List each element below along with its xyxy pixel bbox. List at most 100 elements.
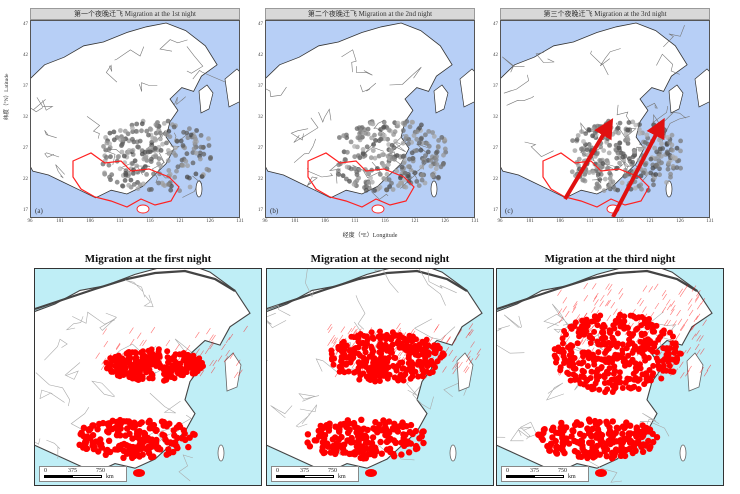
migration-cell bbox=[658, 375, 665, 382]
density-dot bbox=[190, 160, 196, 166]
density-dot bbox=[669, 132, 675, 138]
density-dot bbox=[192, 139, 198, 145]
migration-cell bbox=[185, 443, 192, 451]
y-tick-label: 42 bbox=[493, 53, 498, 58]
density-dot bbox=[174, 138, 180, 144]
province-boundary bbox=[44, 338, 68, 361]
migration-cell bbox=[403, 367, 410, 374]
dispersal-trace bbox=[176, 368, 181, 376]
density-dot bbox=[401, 160, 407, 166]
migration-cell bbox=[625, 384, 632, 391]
density-dot bbox=[580, 177, 586, 183]
province-boundary bbox=[341, 49, 357, 73]
dispersal-trace bbox=[573, 301, 578, 308]
dispersal-trace bbox=[695, 349, 701, 356]
density-dot bbox=[654, 162, 659, 168]
migration-cell bbox=[176, 423, 184, 430]
density-dot bbox=[419, 177, 425, 183]
land-korea bbox=[456, 352, 474, 392]
dispersal-trace bbox=[696, 290, 701, 297]
migration-cell bbox=[639, 314, 645, 320]
density-dot bbox=[120, 137, 126, 143]
dispersal-trace bbox=[396, 323, 401, 330]
density-dot bbox=[406, 141, 411, 147]
migration-cell bbox=[604, 386, 611, 393]
migration-cell bbox=[581, 368, 587, 375]
density-dot bbox=[625, 141, 631, 146]
density-dot bbox=[417, 140, 422, 146]
migration-cell bbox=[422, 360, 429, 367]
bottom-map-panel-3: Migration at the third night 0 375 750 km bbox=[496, 252, 724, 486]
density-dot bbox=[158, 148, 164, 153]
density-dot bbox=[391, 145, 397, 151]
dispersal-trace bbox=[633, 324, 639, 331]
y-tick-label: 22 bbox=[493, 177, 498, 182]
density-dot bbox=[416, 183, 422, 189]
migration-cell bbox=[117, 420, 125, 428]
dispersal-trace bbox=[558, 316, 564, 324]
migration-cell bbox=[191, 356, 198, 363]
density-dot bbox=[441, 152, 446, 158]
density-dot bbox=[342, 157, 348, 162]
province-boundary bbox=[64, 362, 81, 380]
migration-cell bbox=[320, 449, 327, 457]
province-boundary bbox=[293, 138, 316, 163]
density-dot bbox=[394, 168, 400, 174]
migration-cell bbox=[626, 336, 633, 343]
migration-cell bbox=[368, 444, 376, 451]
dispersal-trace bbox=[100, 363, 106, 371]
migration-cell bbox=[117, 425, 124, 432]
migration-cell bbox=[357, 352, 363, 359]
land-korea bbox=[668, 84, 684, 114]
x-tick-label: 96 bbox=[27, 219, 33, 224]
density-dot bbox=[368, 175, 373, 181]
x-tick-label: 116 bbox=[146, 219, 154, 224]
scale-unit: km bbox=[568, 474, 576, 480]
density-dot bbox=[656, 158, 662, 164]
density-dot bbox=[198, 144, 204, 150]
density-dot bbox=[384, 187, 389, 193]
density-dot bbox=[119, 149, 125, 155]
migration-cell bbox=[148, 442, 155, 449]
density-dot bbox=[335, 168, 341, 174]
density-dot bbox=[381, 119, 387, 125]
province-boundary bbox=[91, 380, 115, 398]
migration-cell bbox=[588, 383, 595, 390]
density-dot bbox=[139, 128, 144, 134]
dispersal-trace bbox=[357, 355, 363, 363]
dispersal-trace bbox=[223, 355, 229, 363]
density-dot bbox=[381, 163, 387, 169]
dispersal-trace bbox=[165, 339, 171, 347]
density-dot bbox=[344, 164, 350, 170]
dispersal-trace bbox=[380, 346, 385, 354]
migration-cell bbox=[653, 322, 660, 329]
migration-cell bbox=[571, 323, 578, 330]
scale-tick-label: 750 bbox=[96, 468, 105, 474]
island-taiwan bbox=[449, 444, 457, 462]
dispersal-trace bbox=[452, 363, 457, 370]
density-dot bbox=[166, 168, 172, 173]
source-region-outline bbox=[72, 152, 180, 208]
dispersal-trace bbox=[410, 330, 416, 337]
province-boundary bbox=[120, 163, 143, 175]
density-dot bbox=[160, 141, 166, 147]
land-japan bbox=[459, 68, 474, 108]
y-tick-label: 27 bbox=[258, 146, 263, 151]
migration-cell bbox=[584, 453, 591, 460]
dispersal-trace bbox=[229, 352, 235, 359]
dispersal-trace bbox=[355, 362, 360, 369]
density-dot bbox=[581, 152, 587, 157]
migration-cell bbox=[611, 367, 618, 374]
density-dot bbox=[173, 145, 178, 151]
dispersal-trace bbox=[463, 365, 468, 372]
migration-cell bbox=[358, 426, 365, 433]
migration-cell bbox=[148, 370, 155, 377]
migration-cell bbox=[143, 369, 150, 376]
density-dot bbox=[187, 184, 193, 190]
density-dot bbox=[440, 162, 446, 167]
migration-cell bbox=[353, 429, 360, 436]
migration-cell bbox=[174, 369, 181, 376]
migration-cell bbox=[113, 432, 121, 439]
dispersal-trace bbox=[564, 343, 570, 351]
dispersal-trace bbox=[327, 323, 332, 331]
